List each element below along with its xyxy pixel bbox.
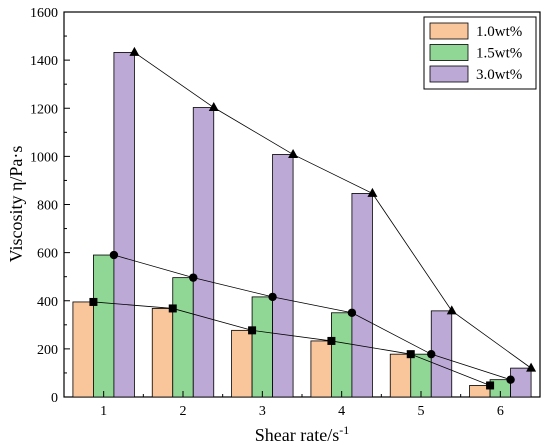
bar-1.0wt%-4: [310, 340, 332, 398]
trend-line-1.5wt%: [113, 254, 511, 381]
marker-3.0wt%-6: [526, 362, 537, 372]
bar-1.0wt%-3: [231, 329, 253, 398]
marker-1.0wt%-1: [89, 297, 98, 306]
trend-line-3.0wt%: [134, 52, 532, 369]
x-tick-label-5: 5: [418, 404, 425, 419]
marker-1.5wt%-2: [189, 273, 198, 282]
bar-1.0wt%-1: [72, 301, 94, 398]
marker-3.0wt%-2: [208, 102, 219, 112]
y-tick-label-1600: 1600: [30, 6, 58, 21]
y-tick-label-0: 0: [51, 391, 58, 406]
y-tick-label-600: 600: [37, 247, 58, 262]
bar-1.0wt%-2: [151, 308, 174, 398]
marker-1.0wt%-2: [168, 304, 177, 313]
x-tick-label-3: 3: [259, 404, 266, 419]
bar-3.0wt%-3: [272, 154, 294, 398]
marker-1.0wt%-3: [248, 326, 257, 335]
bar-3.0wt%-6: [510, 367, 532, 398]
y-tick-label-400: 400: [37, 295, 58, 310]
legend-label-1.0wt%: 1.0wt%: [476, 24, 522, 40]
bar-1.5wt%-5: [410, 353, 432, 398]
bar-1.5wt%-2: [172, 277, 194, 398]
legend-swatch-1.5wt%: [429, 44, 469, 61]
y-tick-label-1000: 1000: [30, 150, 58, 165]
marker-1.5wt%-3: [268, 292, 277, 302]
legend-swatch-3.0wt%: [429, 65, 469, 83]
marker-1.5wt%-6: [506, 375, 515, 384]
legend-label-3.0wt%: 3.0wt%: [476, 67, 522, 83]
bar-3.0wt%-4: [351, 193, 373, 398]
bar-3.0wt%-2: [192, 107, 215, 398]
x-tick-label-4: 4: [338, 404, 345, 419]
marker-1.5wt%-1: [109, 250, 119, 260]
marker-1.5wt%-5: [427, 349, 436, 359]
marker-1.0wt%-4: [327, 336, 336, 345]
bar-1.5wt%-3: [251, 296, 273, 398]
x-axis-title: Shear rate/s-1: [255, 423, 349, 445]
marker-3.0wt%-1: [129, 46, 140, 56]
y-tick-label-1400: 1400: [30, 54, 58, 69]
x-tick-label-6: 6: [497, 404, 504, 419]
legend: 1.0wt% 1.5wt% 3.0wt%: [423, 16, 537, 90]
y-tick-label-1200: 1200: [30, 102, 58, 117]
bar-1.0wt%-5: [389, 353, 412, 398]
axes-layer: 0 200 400 600 800 1000 1200 1400 1600 1 2 3 4 5 6: [30, 6, 504, 419]
x-axis-title-exponent: -1: [339, 423, 349, 437]
y-tick-label-800: 800: [37, 199, 58, 214]
x-tick-label-1: 1: [100, 404, 107, 419]
marker-3.0wt%-4: [367, 187, 378, 197]
x-axis-title-text: Shear rate/s: [255, 425, 339, 445]
y-tick-label-200: 200: [37, 343, 58, 358]
marker-3.0wt%-5: [446, 305, 457, 315]
bar-1.5wt%-4: [331, 312, 353, 398]
marker-3.0wt%-3: [288, 148, 299, 158]
legend-label-1.5wt%: 1.5wt%: [476, 46, 522, 62]
marker-1.0wt%-6: [486, 381, 495, 390]
marker-1.0wt%-5: [406, 350, 415, 359]
bars-layer: [72, 52, 532, 398]
marker-1.5wt%-4: [347, 308, 357, 317]
bar-3.0wt%-1: [113, 52, 135, 398]
trend-line-1.0wt%: [93, 301, 491, 386]
bar-1.5wt%-1: [93, 254, 115, 398]
trend-lines-layer: [89, 46, 537, 390]
legend-swatch-1.0wt%: [429, 22, 469, 40]
x-tick-label-2: 2: [180, 404, 187, 419]
y-axis-title: Viscosity η/Pa·s: [6, 146, 26, 263]
